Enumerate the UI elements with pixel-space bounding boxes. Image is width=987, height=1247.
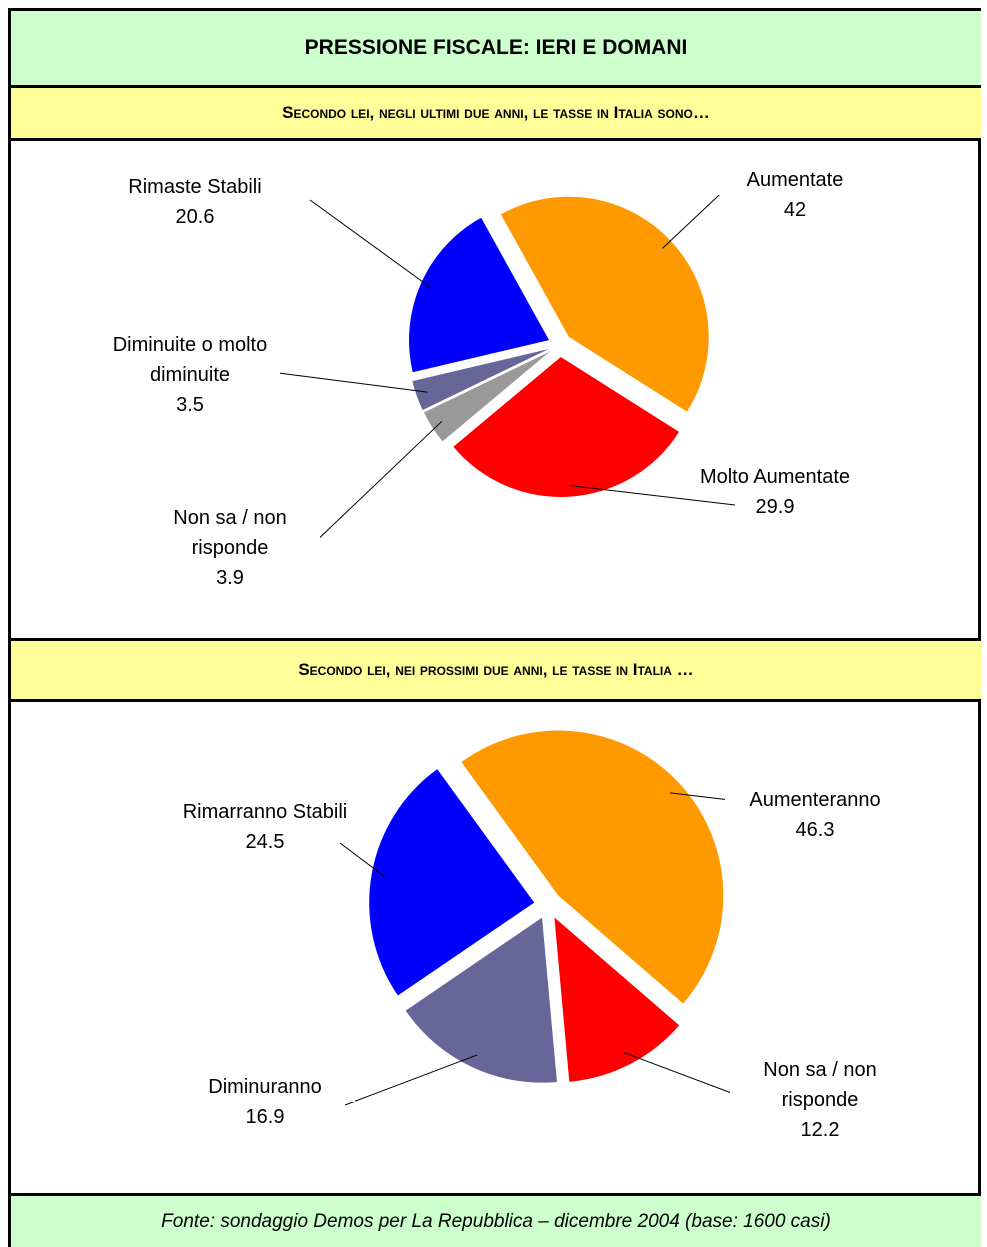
slice-label: Rimarranno Stabili 24.5 <box>175 797 355 857</box>
leader-line <box>344 1054 478 1106</box>
value-label: 12.2 <box>800 1119 840 1141</box>
slice-label: Aumenteranno 46.3 <box>725 785 905 845</box>
chart-title: Secondo lei, nei prossimi due anni, le t… <box>11 641 981 699</box>
separator <box>11 138 981 141</box>
category-label: Non sa / non risponde <box>140 503 320 563</box>
separator <box>11 85 981 88</box>
leader-line <box>569 484 736 506</box>
separator <box>11 1193 981 1196</box>
separator <box>11 699 981 702</box>
pie-slice <box>409 217 550 373</box>
pie-slice <box>423 351 550 442</box>
pie-slice <box>405 917 557 1083</box>
leader-line <box>254 369 428 393</box>
slice-label: Rimaste Stabili 20.6 <box>105 172 285 232</box>
pie-slice <box>453 356 680 497</box>
category-label: Aumenteranno <box>725 785 905 815</box>
category-label: Rimaste Stabili <box>105 172 285 202</box>
pie-slice <box>461 730 724 1004</box>
category-label: Diminuranno <box>175 1072 355 1102</box>
pie-slice <box>369 769 535 996</box>
slice-label: Diminuite o molto diminuite 3.5 <box>100 330 280 420</box>
leader-line <box>311 421 443 546</box>
value-label: 42 <box>783 199 807 221</box>
leader-line <box>670 792 731 801</box>
frame <box>8 8 981 1247</box>
pie-slice <box>412 349 549 411</box>
pie-slice <box>500 196 709 412</box>
leader-line <box>309 199 432 289</box>
slice-label: Aumentate 42 <box>705 165 885 225</box>
value-label: 20.6 <box>175 206 215 228</box>
slice-label: Non sa / non risponde 3.9 <box>140 503 320 593</box>
category-label: Diminuite o molto diminuite <box>100 330 280 390</box>
value-label: 3.9 <box>216 567 244 589</box>
value-label: 3.5 <box>176 394 204 416</box>
category-label: Non sa / non risponde <box>730 1055 910 1115</box>
value-label: 46.3 <box>795 819 835 841</box>
pie-slice <box>554 917 680 1082</box>
main-title: PRESSIONE FISCALE: IERI E DOMANI <box>11 11 981 85</box>
category-label: Aumentate <box>705 165 885 195</box>
slice-label: Molto Aumentate 29.9 <box>685 462 865 522</box>
chart-title: Secondo lei, negli ultimi due anni, le t… <box>11 88 981 138</box>
leader-line <box>623 1052 751 1101</box>
category-label: Molto Aumentate <box>685 462 865 492</box>
value-label: 29.9 <box>755 496 795 518</box>
slice-label: Diminuranno 16.9 <box>175 1072 355 1132</box>
separator <box>11 638 981 641</box>
slice-label: Non sa / non risponde 12.2 <box>730 1055 910 1145</box>
source: Fonte: sondaggio Demos per La Repubblica… <box>11 1196 981 1247</box>
leader-line <box>339 842 385 878</box>
value-label: 16.9 <box>245 1106 285 1128</box>
value-label: 24.5 <box>245 831 285 853</box>
category-label: Rimarranno Stabili <box>175 797 355 827</box>
